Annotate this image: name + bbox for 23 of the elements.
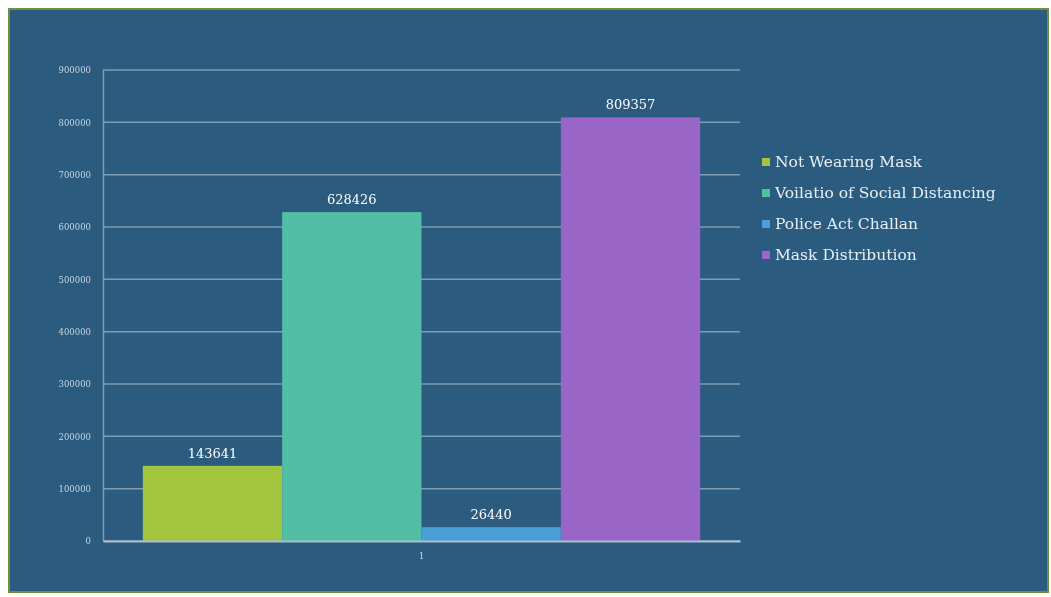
- y-tick-label: 200000: [58, 431, 91, 442]
- y-tick-label: 600000: [58, 222, 91, 233]
- y-tick-label: 400000: [58, 326, 91, 337]
- data-label: 809357: [605, 97, 656, 113]
- data-label: 628426: [327, 192, 377, 208]
- y-tick-label: 300000: [58, 379, 91, 390]
- y-tick-label: 800000: [58, 117, 91, 128]
- bar: [142, 465, 283, 541]
- y-tick-label: 700000: [58, 169, 91, 180]
- y-tick-label: 0: [85, 536, 91, 547]
- data-label: 143641: [187, 445, 238, 461]
- legend-label: Not Wearing Mask: [775, 153, 923, 172]
- y-tick-label: 500000: [58, 274, 91, 285]
- bar: [560, 117, 701, 541]
- x-tick-label: 1: [418, 551, 425, 562]
- y-tick-label: 100000: [58, 483, 91, 494]
- bar: [421, 527, 561, 541]
- bar: [282, 212, 422, 541]
- legend-label: Police Act Challan: [775, 215, 919, 234]
- data-label: 26440: [470, 507, 512, 523]
- y-tick-label: 900000: [58, 65, 91, 76]
- legend-label: Voilatio of Social Distancing: [774, 184, 996, 203]
- legend-label: Mask Distribution: [775, 246, 917, 265]
